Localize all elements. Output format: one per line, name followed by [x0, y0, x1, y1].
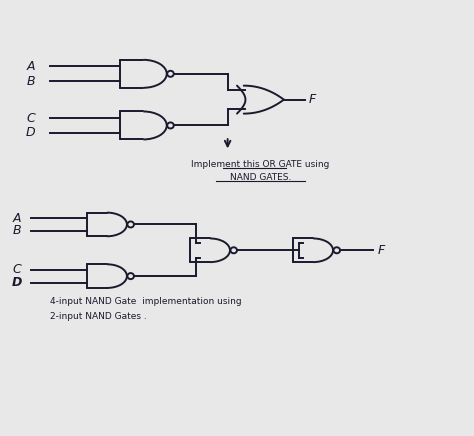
Text: B: B [12, 225, 21, 238]
Text: Implement this OR GATE using: Implement this OR GATE using [191, 160, 329, 169]
Text: F: F [378, 244, 385, 257]
Text: NAND GATES.: NAND GATES. [230, 173, 291, 182]
Text: 2-input NAND Gates .: 2-input NAND Gates . [50, 312, 146, 320]
Text: 4-input NAND Gate  implementation using: 4-input NAND Gate implementation using [50, 297, 241, 307]
Text: F: F [308, 93, 316, 106]
Text: D: D [26, 126, 36, 139]
Text: D: D [12, 276, 22, 289]
Text: A: A [27, 60, 35, 73]
Text: A: A [13, 211, 21, 225]
Text: B: B [27, 75, 35, 88]
Text: C: C [12, 263, 21, 276]
Text: C: C [27, 112, 35, 125]
